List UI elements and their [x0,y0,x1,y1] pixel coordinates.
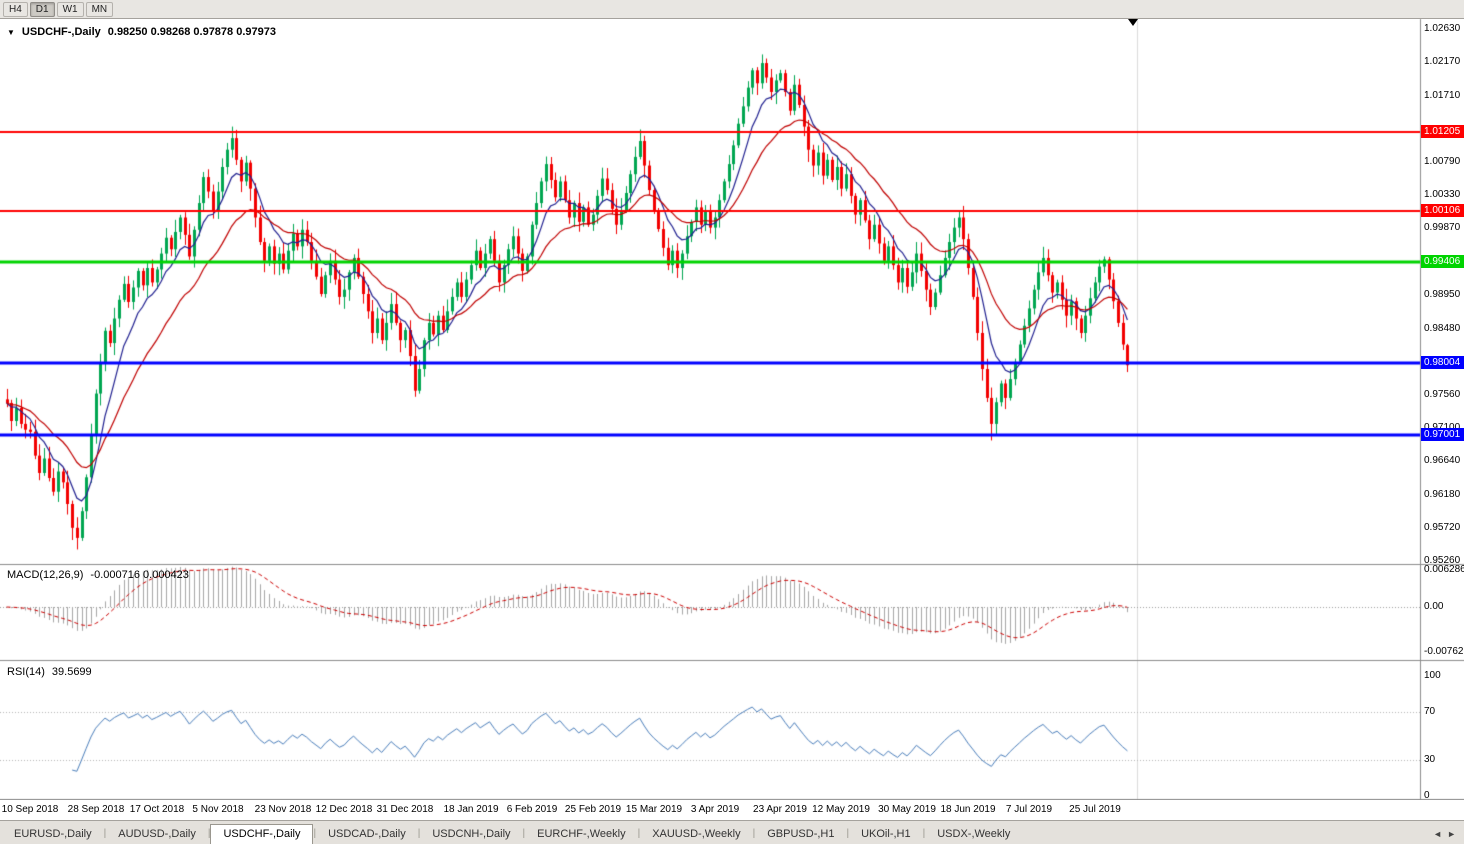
tab-separator: | [522,828,526,839]
chart-tab-UKOilH1[interactable]: UKOil-,H1 [861,828,911,840]
date-label: 12 May 2019 [812,804,870,815]
date-label: 6 Feb 2019 [506,804,558,815]
rsi-axis-label: 0 [1424,790,1430,801]
rsi-axis-label: 70 [1424,706,1436,717]
hline-price-tag: 0.97001 [1421,428,1464,441]
date-label: 25 Jul 2019 [1069,804,1121,815]
macd-indicator-label: MACD(12,26,9) -0.000716 0.000423 [7,569,189,581]
chart-tab-AUDUSDDaily[interactable]: AUDUSD-,Daily [118,828,196,840]
price-axis-label: 0.99870 [1424,222,1461,234]
chart-tabs-bar: EURUSD-,Daily | AUDUSD-,Daily | USDCHF-,Dail… [0,820,1464,844]
price-axis-label: 0.97100 [1424,422,1460,434]
hline-price-tag: 0.99406 [1421,255,1464,268]
date-label: 28 Sep 2018 [67,804,125,815]
date-label: 30 May 2019 [878,804,936,815]
chart-symbol-label: USDCHF-,Daily [21,26,101,38]
tab-separator: | [637,828,641,839]
price-axis-label: 0.96180 [1424,488,1461,500]
price-axis-label: 0.98950 [1424,288,1461,300]
rsi-indicator-label: RSI(14) 39.5699 [7,666,92,678]
chart-tab-GBPUSDH1[interactable]: GBPUSD-,H1 [767,828,835,840]
tabs-scroll-right-icon[interactable]: ► [1447,829,1456,839]
chart-tab-USDCHFDaily[interactable]: USDCHF-,Daily [210,824,314,844]
date-label: 5 Nov 2018 [192,804,244,815]
price-axis-label: 0.96640 [1424,455,1461,467]
price-axis-label: 0.95720 [1424,521,1461,533]
timeframe-button-W1[interactable]: W1 [56,1,84,17]
chart-tab-USDCNHDaily[interactable]: USDCNH-,Daily [432,828,511,840]
macd-values: -0.000716 0.000423 [90,569,189,581]
date-label: 31 Dec 2018 [376,804,434,815]
date-label: 10 Sep 2018 [1,804,59,815]
tabs-scroll-arrows: ◄ ► [1433,829,1464,844]
tab-separator: | [103,828,107,839]
timeframe-button-D1[interactable]: D1 [29,1,55,17]
macd-axis-label: -0.00762 [1424,646,1464,657]
price-axis-label: 1.01710 [1424,89,1461,101]
hline-price-tag: 1.01205 [1421,125,1464,138]
collapse-triangle-icon[interactable]: ▼ [7,27,15,37]
date-label: 12 Dec 2018 [315,804,373,815]
hline-price-tag: 0.98004 [1421,356,1464,369]
tab-separator: | [846,828,850,839]
chart-tab-USDXWeekly[interactable]: USDX-,Weekly [937,828,1011,840]
date-label: 25 Feb 2019 [564,804,622,815]
timeframe-button-MN[interactable]: MN [85,1,114,17]
tabs-scroll-left-icon[interactable]: ◄ [1433,829,1443,839]
price-axis-label: 1.00330 [1424,189,1461,201]
macd-axis-label: 0.00 [1424,601,1444,612]
chart-tab-EURUSDDaily[interactable]: EURUSD-,Daily [14,828,92,840]
date-label: 17 Oct 2018 [129,804,185,815]
tab-separator: | [313,828,317,839]
chart-tab-USDCADDaily[interactable]: USDCAD-,Daily [328,828,406,840]
date-label: 3 Apr 2019 [690,804,740,815]
tab-separator: | [207,828,211,839]
tab-separator: | [752,828,756,839]
timeframe-toolbar: H4 D1 W1 MN [0,0,1464,19]
chart-tab-XAUUSDWeekly[interactable]: XAUUSD-,Weekly [652,828,741,840]
tab-separator: | [417,828,421,839]
rsi-title: RSI(14) [7,666,45,678]
price-axis-label: 0.98480 [1424,322,1461,334]
rsi-axis-label: 100 [1424,670,1441,681]
date-label: 18 Jan 2019 [443,804,499,815]
rsi-axis-label: 30 [1424,754,1436,765]
price-axis-label: 1.02170 [1424,56,1461,68]
price-axis-label: 1.00790 [1424,155,1461,167]
macd-title: MACD(12,26,9) [7,569,84,581]
date-label: 23 Nov 2018 [254,804,312,815]
tab-separator: | [922,828,926,839]
date-label: 23 Apr 2019 [753,804,807,815]
price-axis-label: 1.02630 [1424,23,1461,35]
chart-shift-marker-icon [1128,19,1138,26]
chart-tab-EURCHFWeekly[interactable]: EURCHF-,Weekly [537,828,626,840]
chart-header: ▼ USDCHF-,Daily 0.98250 0.98268 0.97878 … [7,26,276,38]
chart-ohlc-label: 0.98250 0.98268 0.97878 0.97973 [107,26,276,38]
date-label: 18 Jun 2019 [940,804,996,815]
price-axis-label: 0.97560 [1424,389,1461,401]
hline-price-tag: 1.00106 [1421,204,1464,217]
rsi-value: 39.5699 [51,666,92,678]
price-axis-label: 0.95260 [1424,554,1461,566]
macd-axis-label: 0.006286 [1424,563,1464,575]
date-axis[interactable]: 10 Sep 2018 28 Sep 2018 17 Oct 2018 5 Nov 2… [0,800,1464,820]
date-label: 7 Jul 2019 [1005,804,1053,815]
timeframe-button-H4[interactable]: H4 [3,1,28,17]
date-label: 15 Mar 2019 [625,804,683,815]
